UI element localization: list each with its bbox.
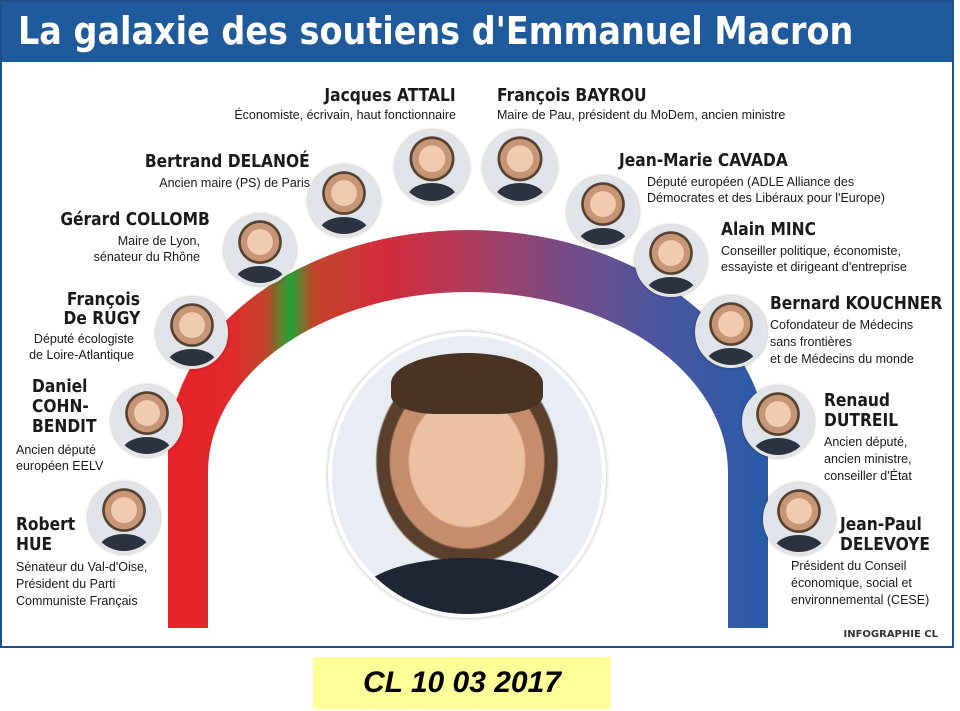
robert-hue-name-2: HUE	[16, 534, 53, 555]
francois-de-rugy-name-2: De RUGY	[63, 308, 140, 329]
renaud-dutreil-photo	[742, 386, 814, 458]
francois-bayrou-desc: Maire de Pau, président du MoDem, ancien…	[497, 108, 786, 122]
renaud-dutreil-name-2: DUTREIL	[824, 410, 899, 431]
renaud-dutreil-desc-2: ancien ministre,	[824, 452, 912, 466]
jean-paul-delevoye-desc-3: environnemental (CESE)	[791, 593, 930, 607]
jean-paul-delevoye-desc-1: Président du Conseil	[791, 559, 907, 573]
date-caption: CL 10 03 2017	[313, 657, 611, 709]
daniel-cohn-bendit-name-3: BENDIT	[32, 416, 97, 437]
infographic: La galaxie des soutiens d'Emmanuel Macro…	[0, 0, 954, 648]
francois-de-rugy-photo	[156, 297, 228, 369]
jacques-attali-photo	[395, 130, 469, 204]
renaud-dutreil-name-1: Renaud	[824, 390, 890, 411]
renaud-dutreil-desc-1: Ancien député,	[824, 435, 908, 449]
gerard-collomb-name: Gérard COLLOMB	[60, 209, 210, 230]
bernard-kouchner-desc-1: Cofondateur de Médecins	[770, 318, 914, 332]
jacques-attali-desc: Économiste, écrivain, haut fonctionnaire	[234, 108, 456, 122]
daniel-cohn-bendit-desc-2: européen EELV	[16, 459, 104, 473]
renaud-dutreil-desc-3: conseiller d'État	[824, 469, 912, 483]
daniel-cohn-bendit-name-2: COHN-	[32, 396, 89, 417]
jean-marie-cavada-photo	[567, 176, 639, 248]
bertrand-delanoe-name: Bertrand DELANOÉ	[145, 151, 310, 172]
alain-minc-photo	[635, 225, 707, 297]
francois-bayrou-name: François BAYROU	[497, 85, 647, 106]
jean-paul-delevoye-photo	[763, 483, 835, 555]
jean-marie-cavada-name: Jean-Marie CAVADA	[619, 150, 788, 171]
robert-hue-desc-2: Président du Parti	[16, 577, 116, 591]
date-caption-text: CL 10 03 2017	[363, 666, 561, 699]
title-bar: La galaxie des soutiens d'Emmanuel Macro…	[2, 2, 952, 62]
bernard-kouchner-desc-3: et de Médecins du monde	[770, 352, 914, 366]
francois-de-rugy-desc-2: de Loire-Atlantique	[29, 348, 134, 362]
jacques-attali-name: Jacques ATTALI	[324, 85, 456, 106]
daniel-cohn-bendit-name-1: Daniel	[32, 376, 88, 397]
jean-marie-cavada-desc-1: Député européen (ADLE Alliance des	[647, 175, 855, 189]
jean-marie-cavada-desc-2: Démocrates et des Libéraux pour l'Europe…	[647, 191, 885, 205]
gerard-collomb-desc-2: sénateur du Rhône	[93, 250, 200, 264]
francois-de-rugy-desc-1: Député écologiste	[33, 332, 134, 346]
jean-paul-delevoye-name-1: Jean-Paul	[840, 514, 922, 535]
bertrand-delanoe-photo	[308, 165, 380, 237]
gerard-collomb-photo	[224, 214, 296, 286]
francois-de-rugy-name-1: François	[66, 289, 140, 310]
bernard-kouchner-photo	[695, 296, 767, 368]
page-title: La galaxie des soutiens d'Emmanuel Macro…	[18, 9, 854, 53]
daniel-cohn-bendit-photo	[111, 385, 183, 457]
bernard-kouchner-name: Bernard KOUCHNER	[770, 293, 943, 314]
alain-minc-desc-2: essayiste et dirigeant d'entreprise	[721, 260, 907, 274]
robert-hue-name-1: Robert	[16, 514, 76, 535]
jean-paul-delevoye-name-2: DELEVOYE	[840, 534, 930, 555]
robert-hue-desc-1: Sénateur du Val-d'Oise,	[16, 560, 148, 574]
daniel-cohn-bendit-desc-1: Ancien député	[16, 443, 96, 457]
bernard-kouchner-desc-2: sans frontières	[770, 335, 852, 349]
jean-paul-delevoye-desc-2: économique, social et	[791, 576, 912, 590]
alain-minc-name: Alain MINC	[721, 219, 816, 240]
francois-bayrou-photo	[483, 130, 557, 204]
gerard-collomb-desc-1: Maire de Lyon,	[117, 234, 200, 248]
bertrand-delanoe-desc: Ancien maire (PS) de Paris	[159, 176, 310, 190]
alain-minc-desc-1: Conseiller politique, économiste,	[721, 244, 901, 258]
emmanuel-macron-photo	[328, 332, 606, 618]
robert-hue-photo	[88, 482, 160, 554]
robert-hue-desc-3: Communiste Français	[16, 594, 138, 608]
infographic-credit: INFOGRAPHIE CL	[843, 629, 938, 640]
